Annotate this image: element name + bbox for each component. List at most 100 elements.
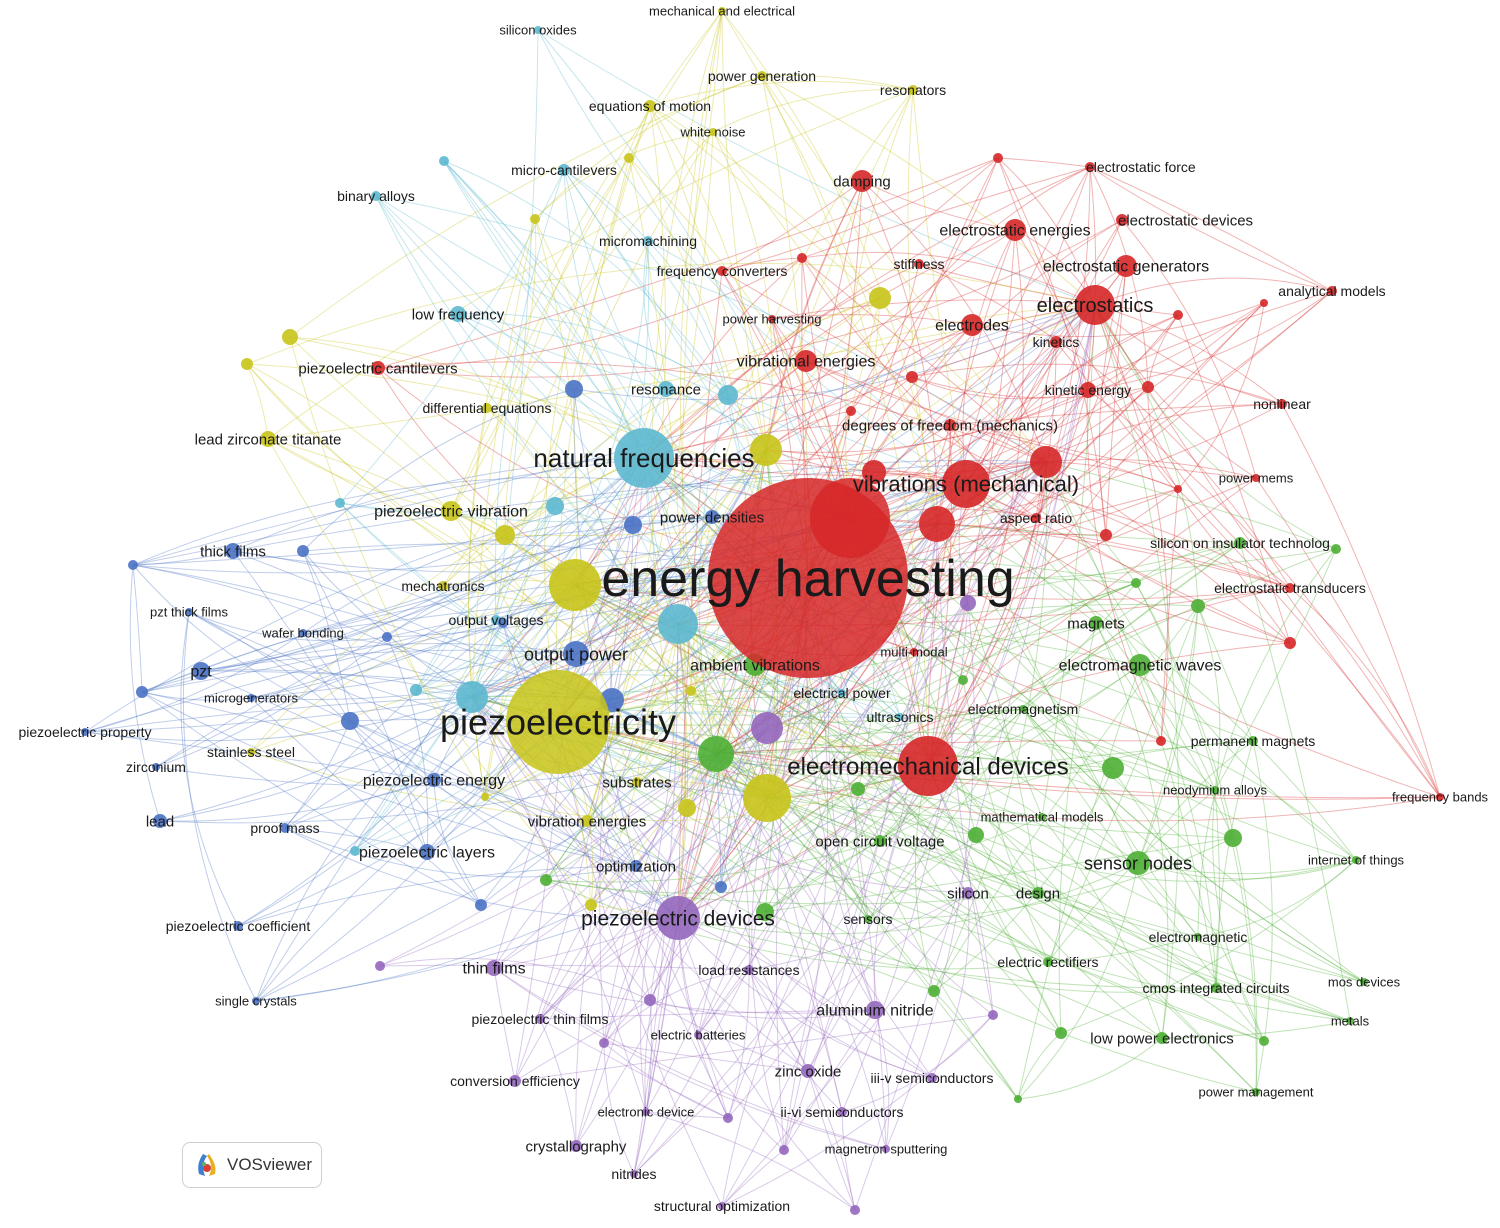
- keyword-node[interactable]: [961, 314, 983, 336]
- keyword-node[interactable]: [549, 559, 601, 611]
- keyword-node[interactable]: [1085, 162, 1095, 172]
- keyword-node[interactable]: [1019, 705, 1027, 713]
- keyword-node[interactable]: [797, 253, 807, 263]
- keyword-node[interactable]: [475, 899, 487, 911]
- keyword-node[interactable]: [630, 1170, 638, 1178]
- keyword-node[interactable]: [1327, 286, 1337, 296]
- keyword-node[interactable]: [750, 434, 782, 466]
- keyword-node[interactable]: [371, 361, 385, 375]
- keyword-node[interactable]: [1224, 829, 1242, 847]
- keyword-node[interactable]: [1031, 513, 1041, 523]
- keyword-node[interactable]: [779, 1145, 789, 1155]
- keyword-node[interactable]: [988, 1010, 998, 1020]
- keyword-node[interactable]: [632, 777, 642, 787]
- keyword-node[interactable]: [1115, 255, 1137, 277]
- keyword-node[interactable]: [1259, 1036, 1269, 1046]
- keyword-node[interactable]: [1173, 310, 1183, 320]
- keyword-node[interactable]: [1089, 616, 1103, 630]
- keyword-node[interactable]: [882, 1145, 890, 1153]
- keyword-node[interactable]: [427, 773, 441, 787]
- keyword-node[interactable]: [1211, 786, 1219, 794]
- keyword-node[interactable]: [717, 266, 727, 276]
- keyword-node[interactable]: [768, 315, 776, 323]
- keyword-node[interactable]: [192, 662, 210, 680]
- keyword-node[interactable]: [1211, 983, 1221, 993]
- keyword-node[interactable]: [718, 385, 738, 405]
- keyword-node[interactable]: [509, 1075, 521, 1087]
- keyword-node[interactable]: [644, 994, 656, 1006]
- keyword-node[interactable]: [1014, 1095, 1022, 1103]
- keyword-node[interactable]: [128, 560, 138, 570]
- keyword-node[interactable]: [757, 71, 767, 81]
- keyword-node[interactable]: [563, 641, 589, 667]
- keyword-node[interactable]: [851, 170, 873, 192]
- keyword-node[interactable]: [1194, 933, 1202, 941]
- keyword-node[interactable]: [1346, 1017, 1354, 1025]
- keyword-node[interactable]: [898, 736, 958, 796]
- keyword-node[interactable]: [1102, 757, 1124, 779]
- keyword-node[interactable]: [585, 899, 597, 911]
- vosviewer-badge[interactable]: VOSviewer: [182, 1142, 322, 1188]
- keyword-node[interactable]: [1038, 813, 1046, 821]
- keyword-node[interactable]: [530, 214, 540, 224]
- keyword-node[interactable]: [1174, 485, 1182, 493]
- keyword-node[interactable]: [1075, 285, 1115, 325]
- keyword-node[interactable]: [185, 608, 193, 616]
- keyword-node[interactable]: [942, 460, 990, 508]
- keyword-node[interactable]: [960, 595, 976, 611]
- keyword-node[interactable]: [658, 604, 698, 644]
- keyword-node[interactable]: [382, 632, 392, 642]
- keyword-node[interactable]: [908, 85, 918, 95]
- keyword-node[interactable]: [906, 371, 918, 383]
- keyword-node[interactable]: [919, 506, 955, 542]
- keyword-node[interactable]: [1248, 736, 1258, 746]
- keyword-node[interactable]: [1331, 544, 1341, 554]
- keyword-node[interactable]: [850, 1205, 860, 1215]
- keyword-node[interactable]: [1436, 793, 1444, 801]
- keyword-node[interactable]: [153, 814, 167, 828]
- keyword-node[interactable]: [624, 153, 634, 163]
- keyword-node[interactable]: [614, 428, 674, 488]
- keyword-node[interactable]: [570, 1140, 582, 1152]
- keyword-node[interactable]: [299, 629, 307, 637]
- keyword-node[interactable]: [252, 997, 260, 1005]
- keyword-node[interactable]: [136, 686, 148, 698]
- keyword-node[interactable]: [535, 1014, 545, 1024]
- keyword-node[interactable]: [280, 823, 290, 833]
- keyword-node[interactable]: [1129, 654, 1151, 676]
- keyword-node[interactable]: [260, 431, 276, 447]
- keyword-node[interactable]: [723, 1113, 733, 1123]
- keyword-node[interactable]: [644, 100, 656, 112]
- keyword-node[interactable]: [534, 26, 542, 34]
- keyword-node[interactable]: [565, 380, 583, 398]
- keyword-node[interactable]: [851, 782, 865, 796]
- keyword-node[interactable]: [282, 329, 298, 345]
- keyword-node[interactable]: [1284, 637, 1296, 649]
- keyword-node[interactable]: [439, 156, 449, 166]
- keyword-node[interactable]: [1252, 474, 1260, 482]
- keyword-node[interactable]: [642, 1108, 650, 1116]
- keyword-node[interactable]: [1050, 336, 1062, 348]
- keyword-node[interactable]: [1100, 529, 1112, 541]
- keyword-node[interactable]: [599, 1038, 609, 1048]
- keyword-node[interactable]: [247, 694, 255, 702]
- keyword-node[interactable]: [751, 712, 783, 744]
- keyword-node[interactable]: [837, 1107, 847, 1117]
- keyword-node[interactable]: [441, 501, 461, 521]
- keyword-node[interactable]: [1277, 399, 1287, 409]
- keyword-node[interactable]: [581, 815, 593, 827]
- keyword-node[interactable]: [630, 860, 642, 872]
- keyword-node[interactable]: [993, 153, 1003, 163]
- keyword-node[interactable]: [1234, 537, 1246, 549]
- keyword-node[interactable]: [1126, 851, 1150, 875]
- keyword-node[interactable]: [546, 497, 564, 515]
- keyword-node[interactable]: [718, 7, 726, 15]
- keyword-node[interactable]: [506, 670, 610, 774]
- keyword-node[interactable]: [910, 648, 918, 656]
- keyword-node[interactable]: [335, 498, 345, 508]
- keyword-node[interactable]: [1260, 299, 1268, 307]
- keyword-node[interactable]: [1285, 583, 1295, 593]
- keyword-node[interactable]: [558, 164, 570, 176]
- keyword-node[interactable]: [486, 960, 502, 976]
- keyword-node[interactable]: [350, 846, 360, 856]
